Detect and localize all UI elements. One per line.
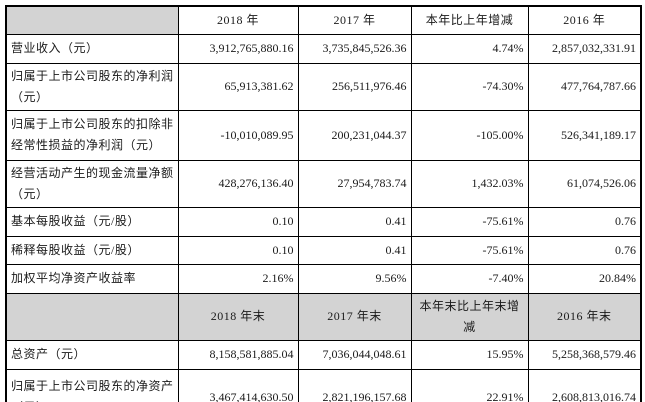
table-row-total-assets: 总资产（元） 8,158,581,885.04 7,036,044,048.61… — [5, 339, 642, 370]
yearend-header-2017: 2017 年末 — [297, 292, 412, 341]
table-row-weighted-avg-roe: 加权平均净资产收益率 2.16% 9.56% -7.40% 20.84% — [5, 263, 642, 294]
cell-2018: 0.10 — [177, 235, 299, 265]
row-label: 归属于上市公司股东的净资产（元） — [5, 368, 179, 402]
cell-2018: 8,158,581,885.04 — [177, 339, 299, 370]
cell-change: -75.61% — [410, 206, 529, 237]
cell-change: 22.91% — [410, 368, 529, 402]
cell-2018: 2.16% — [177, 263, 299, 294]
cell-2016: 526,341,189.17 — [527, 109, 642, 161]
cell-2017: 27,954,783.74 — [297, 159, 412, 208]
yearend-header-change: 本年末比上年末增减 — [410, 292, 529, 341]
cell-change: -7.40% — [410, 263, 529, 294]
yearend-header-2018: 2018 年末 — [177, 292, 299, 341]
row-label: 归属于上市公司股东的净利润（元） — [5, 62, 179, 111]
cell-2018: 428,276,136.40 — [177, 159, 299, 208]
annual-header-2016: 2016 年 — [527, 5, 642, 35]
annual-header-empty-cell — [5, 5, 179, 35]
cell-2016: 61,074,526.06 — [527, 159, 642, 208]
cell-2017: 3,735,845,526.36 — [297, 33, 412, 64]
table-row-revenue: 营业收入（元） 3,912,765,880.16 3,735,845,526.3… — [5, 33, 642, 64]
cell-2016: 5,258,368,579.46 — [527, 339, 642, 370]
yearend-header-2016: 2016 年末 — [527, 292, 642, 341]
annual-header-change: 本年比上年增减 — [410, 5, 529, 35]
table-row-net-profit-excl-nonrecurring: 归属于上市公司股东的扣除非经常性损益的净利润（元） -10,010,089.95… — [5, 109, 642, 161]
cell-2018: -10,010,089.95 — [177, 109, 299, 161]
row-label: 归属于上市公司股东的扣除非经常性损益的净利润（元） — [5, 109, 179, 161]
cell-2016: 20.84% — [527, 263, 642, 294]
cell-2017: 200,231,044.37 — [297, 109, 412, 161]
financial-summary-table: 2018 年 2017 年 本年比上年增减 2016 年 营业收入（元） 3,9… — [5, 5, 642, 402]
row-label: 稀释每股收益（元/股） — [5, 235, 179, 265]
annual-header-2017: 2017 年 — [297, 5, 412, 35]
cell-2016: 2,857,032,331.91 — [527, 33, 642, 64]
table-row-basic-eps: 基本每股收益（元/股） 0.10 0.41 -75.61% 0.76 — [5, 206, 642, 237]
cell-2016: 0.76 — [527, 235, 642, 265]
yearend-header-empty-cell — [5, 292, 179, 341]
cell-change: 1,432.03% — [410, 159, 529, 208]
cell-change: -105.00% — [410, 109, 529, 161]
table-row-diluted-eps: 稀释每股收益（元/股） 0.10 0.41 -75.61% 0.76 — [5, 235, 642, 265]
table-row-net-profit: 归属于上市公司股东的净利润（元） 65,913,381.62 256,511,9… — [5, 62, 642, 111]
cell-2017: 0.41 — [297, 235, 412, 265]
yearend-header-row: 2018 年末 2017 年末 本年末比上年末增减 2016 年末 — [5, 292, 642, 341]
cell-2018: 65,913,381.62 — [177, 62, 299, 111]
cell-2017: 7,036,044,048.61 — [297, 339, 412, 370]
row-label: 总资产（元） — [5, 339, 179, 370]
row-label: 经营活动产生的现金流量净额（元） — [5, 159, 179, 208]
cell-change: 4.74% — [410, 33, 529, 64]
table-row-net-assets: 归属于上市公司股东的净资产（元） 3,467,414,630.50 2,821,… — [5, 368, 642, 402]
cell-2018: 0.10 — [177, 206, 299, 237]
cell-2017: 2,821,196,157.68 — [297, 368, 412, 402]
cell-2018: 3,912,765,880.16 — [177, 33, 299, 64]
row-label: 加权平均净资产收益率 — [5, 263, 179, 294]
cell-2017: 0.41 — [297, 206, 412, 237]
cell-2017: 256,511,976.46 — [297, 62, 412, 111]
cell-2016: 0.76 — [527, 206, 642, 237]
row-label: 基本每股收益（元/股） — [5, 206, 179, 237]
annual-header-2018: 2018 年 — [177, 5, 299, 35]
cell-2016: 2,608,813,016.74 — [527, 368, 642, 402]
cell-change: -74.30% — [410, 62, 529, 111]
cell-2017: 9.56% — [297, 263, 412, 294]
cell-2018: 3,467,414,630.50 — [177, 368, 299, 402]
cell-change: 15.95% — [410, 339, 529, 370]
annual-header-row: 2018 年 2017 年 本年比上年增减 2016 年 — [5, 5, 642, 35]
row-label: 营业收入（元） — [5, 33, 179, 64]
table-row-operating-cash-flow: 经营活动产生的现金流量净额（元） 428,276,136.40 27,954,7… — [5, 159, 642, 208]
cell-change: -75.61% — [410, 235, 529, 265]
cell-2016: 477,764,787.66 — [527, 62, 642, 111]
